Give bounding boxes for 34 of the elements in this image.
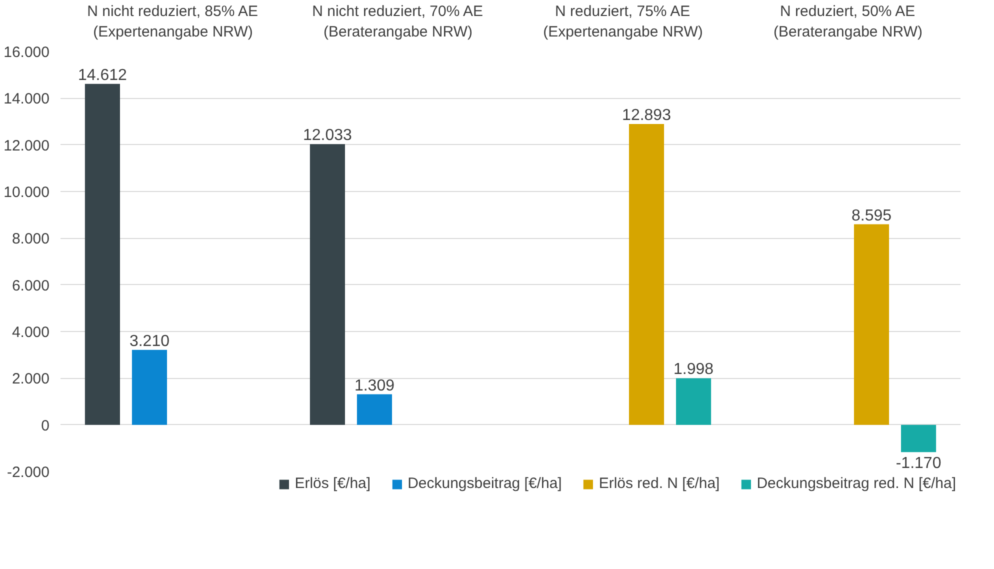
y-tick-label: 14.000 (4, 90, 50, 108)
data-label: 3.210 (129, 332, 170, 350)
bar (901, 424, 936, 452)
bar (84, 84, 120, 425)
y-tick-label: 0 (41, 417, 50, 434)
data-label: 14.612 (78, 66, 128, 84)
data-label: 1.309 (354, 377, 395, 394)
data-label: 1.998 (674, 361, 714, 378)
x-tick-label: N reduziert, 50% AE (Beraterangabe NRW) (774, 3, 922, 40)
legend-label: Deckungsbeitrag red. N [€/ha] (756, 475, 956, 492)
y-tick-label: 16.000 (4, 44, 50, 61)
y-tick-label: 8.000 (12, 230, 50, 248)
y-tick-label: 12.000 (4, 137, 50, 154)
bar (356, 394, 392, 425)
data-label: 12.033 (302, 127, 352, 144)
bar (310, 144, 345, 425)
y-tick-label: 2.000 (12, 370, 50, 388)
y-tick-label: -2.000 (6, 464, 50, 481)
y-tick-label: 4.000 (12, 324, 50, 341)
y-tick-label: 6.000 (12, 277, 50, 294)
legend-label: Erlös red. N [€/ha] (598, 475, 720, 492)
bar (132, 350, 168, 425)
bar (676, 378, 712, 425)
legend-label: Erlös [€/ha] (294, 475, 371, 492)
bar (628, 124, 664, 425)
legend-label: Deckungsbeitrag [€/ha] (408, 475, 562, 492)
data-label: -1.170 (896, 455, 942, 472)
bar (854, 224, 890, 425)
y-tick-label: 10.000 (4, 184, 50, 201)
x-tick-label: N nicht reduziert, 85% AE (Expertenangabe NRW) (87, 3, 258, 40)
x-tick-label: N nicht reduziert, 70% AE (Beraterangabe NRW) (312, 3, 484, 40)
x-tick-label: N reduziert, 75% AE (Expertenangabe NRW) (543, 3, 703, 40)
data-label: 12.893 (622, 106, 672, 124)
data-label: 8.595 (851, 207, 892, 224)
